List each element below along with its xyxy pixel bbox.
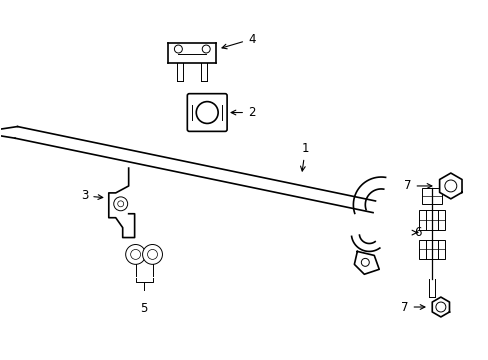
Circle shape <box>435 302 445 312</box>
Circle shape <box>142 244 162 264</box>
Circle shape <box>174 45 182 53</box>
Polygon shape <box>431 297 448 317</box>
Bar <box>418 239 444 260</box>
FancyBboxPatch shape <box>187 94 226 131</box>
Circle shape <box>444 180 456 192</box>
Circle shape <box>147 249 157 260</box>
Text: 1: 1 <box>300 142 308 171</box>
Text: 3: 3 <box>81 189 102 202</box>
Circle shape <box>202 45 210 53</box>
Polygon shape <box>439 173 461 199</box>
Circle shape <box>125 244 145 264</box>
Bar <box>421 188 441 204</box>
Text: 2: 2 <box>231 106 255 119</box>
Circle shape <box>114 197 127 211</box>
Text: 6: 6 <box>411 226 421 239</box>
Bar <box>418 210 444 230</box>
Text: 4: 4 <box>222 33 255 49</box>
Circle shape <box>118 201 123 207</box>
Text: 7: 7 <box>400 301 424 314</box>
Text: 5: 5 <box>140 302 147 315</box>
Text: 7: 7 <box>403 179 431 193</box>
Circle shape <box>130 249 141 260</box>
Circle shape <box>361 258 368 266</box>
Circle shape <box>196 102 218 123</box>
